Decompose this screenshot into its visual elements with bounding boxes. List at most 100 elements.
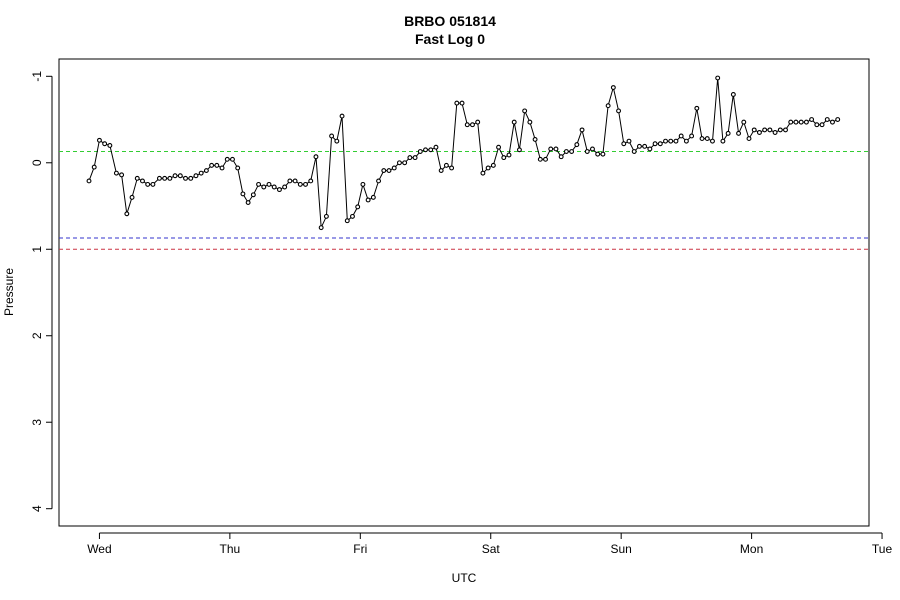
data-point bbox=[198, 170, 204, 176]
y-tick-label: -1 bbox=[30, 71, 44, 82]
data-point bbox=[777, 127, 783, 133]
data-point bbox=[558, 154, 564, 160]
data-point bbox=[642, 143, 648, 149]
data-point bbox=[183, 175, 188, 181]
data-point bbox=[376, 178, 382, 184]
data-point bbox=[162, 175, 168, 181]
data-point bbox=[313, 154, 319, 160]
data-point bbox=[350, 213, 355, 219]
data-point bbox=[271, 184, 277, 190]
data-point bbox=[830, 119, 835, 125]
data-point bbox=[276, 187, 282, 193]
data-point bbox=[433, 144, 439, 150]
data-point bbox=[616, 108, 622, 114]
data-point bbox=[235, 165, 241, 171]
data-point bbox=[569, 149, 575, 154]
data-point bbox=[647, 146, 653, 152]
data-point bbox=[678, 133, 684, 139]
data-point bbox=[496, 144, 502, 150]
data-point bbox=[219, 165, 225, 171]
data-point bbox=[261, 184, 267, 190]
data-point bbox=[209, 162, 215, 168]
data-point bbox=[323, 213, 329, 219]
data-point bbox=[344, 218, 350, 224]
data-point bbox=[485, 165, 491, 171]
data-point bbox=[113, 170, 119, 176]
data-point bbox=[449, 165, 455, 171]
data-point bbox=[303, 181, 308, 187]
data-point bbox=[527, 119, 533, 125]
data-point bbox=[720, 138, 726, 144]
data-point bbox=[574, 142, 580, 148]
data-point bbox=[386, 168, 392, 174]
data-point bbox=[417, 149, 423, 154]
data-point bbox=[600, 151, 606, 157]
data-point bbox=[537, 156, 543, 162]
data-point bbox=[256, 181, 262, 187]
data-point bbox=[224, 156, 230, 162]
data-point bbox=[423, 147, 428, 153]
data-point bbox=[543, 156, 548, 162]
data-point bbox=[809, 117, 815, 122]
y-axis: -1 0 1 2 3 4 bbox=[30, 71, 53, 512]
data-point bbox=[532, 136, 538, 142]
data-point bbox=[438, 168, 444, 174]
data-point bbox=[329, 133, 335, 139]
data-point bbox=[772, 130, 778, 135]
data-point bbox=[443, 162, 449, 168]
data-point bbox=[91, 164, 97, 170]
data-point bbox=[177, 173, 183, 179]
x-tick-label: Thu bbox=[220, 542, 241, 556]
data-point bbox=[459, 100, 465, 106]
data-point bbox=[584, 149, 590, 154]
data-point bbox=[407, 155, 413, 161]
data-point bbox=[102, 141, 108, 147]
data-point bbox=[250, 192, 256, 198]
x-tick-label: Sun bbox=[610, 542, 631, 556]
reference-lines bbox=[59, 151, 869, 250]
data-point bbox=[819, 122, 825, 128]
data-point bbox=[428, 147, 434, 153]
data-point bbox=[610, 85, 616, 90]
data-point bbox=[287, 178, 293, 184]
y-tick-label: 4 bbox=[30, 505, 44, 512]
data-point bbox=[318, 225, 324, 231]
data-point bbox=[150, 181, 156, 187]
data-point bbox=[835, 117, 841, 122]
x-tick-label: Tue bbox=[872, 542, 893, 556]
data-point bbox=[470, 122, 475, 128]
data-point bbox=[501, 155, 507, 161]
data-point bbox=[668, 138, 674, 144]
data-point bbox=[730, 92, 736, 97]
data-point bbox=[673, 138, 679, 144]
data-point bbox=[798, 119, 804, 125]
series-line bbox=[88, 77, 838, 230]
data-point bbox=[145, 181, 151, 187]
y-tick-label: 1 bbox=[30, 246, 44, 253]
data-point bbox=[631, 149, 637, 154]
data-point bbox=[657, 141, 663, 147]
data-point bbox=[86, 178, 92, 184]
data-point bbox=[516, 147, 522, 153]
data-point bbox=[563, 149, 569, 154]
plot-area-border bbox=[58, 58, 870, 527]
data-series bbox=[86, 75, 841, 231]
data-point bbox=[140, 178, 145, 184]
y-tick-label: 0 bbox=[30, 159, 44, 166]
data-point bbox=[396, 160, 402, 166]
x-axis-label: UTC bbox=[452, 571, 477, 585]
data-point bbox=[167, 175, 173, 181]
data-point bbox=[355, 204, 361, 210]
data-point bbox=[360, 181, 366, 187]
data-point bbox=[652, 141, 658, 147]
data-point bbox=[292, 178, 298, 184]
data-point bbox=[746, 136, 752, 142]
data-point bbox=[475, 119, 481, 125]
data-point bbox=[297, 181, 303, 187]
data-point bbox=[788, 119, 794, 125]
data-point bbox=[579, 127, 585, 133]
data-point bbox=[172, 173, 178, 179]
data-point bbox=[756, 130, 762, 135]
data-point bbox=[762, 127, 768, 133]
